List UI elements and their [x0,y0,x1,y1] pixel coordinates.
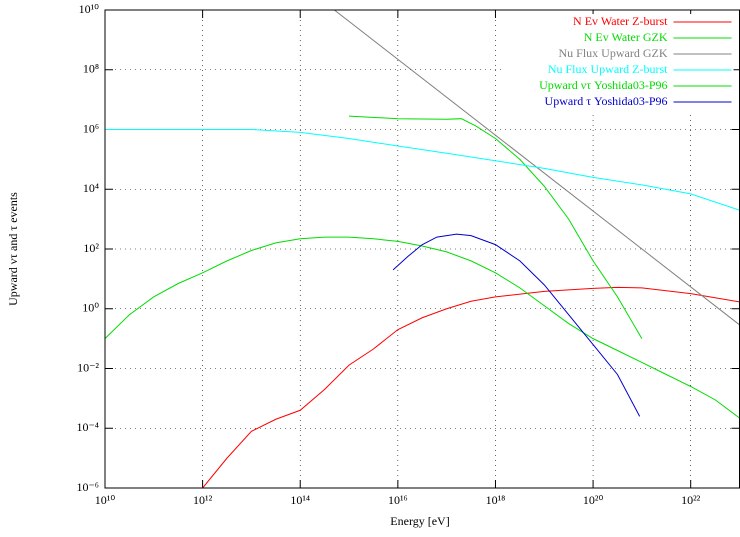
y-tick-label: 10⁻⁴ [76,420,99,434]
x-tick-label: 10²² [681,493,701,507]
x-axis-label: Energy [eV] [390,514,449,528]
legend-label: N Ev Water Z-burst [573,14,668,28]
y-axis-label: Upward ντ and τ events [6,192,20,306]
series-line [349,115,643,339]
y-tick-label: 10⁻² [77,360,99,374]
x-tick-label: 10²⁰ [583,493,604,507]
y-tick-label: 10⁻⁶ [76,480,99,494]
x-tick-label: 10¹⁶ [388,493,408,507]
series-line [392,233,641,417]
series-line [105,129,740,211]
y-tick-label: 10¹⁰ [79,2,100,16]
y-tick-label: 10⁶ [83,121,99,135]
legend-label: Nu Flux Upward Z-burst [548,62,668,76]
series-line [202,286,740,488]
x-tick-label: 10¹⁸ [486,493,506,507]
legend-label: Upward τ Yoshida03-P96 [545,94,668,108]
legend-label: N Ev Water GZK [584,30,668,44]
legend-label: Nu Flux Upward GZK [559,46,668,60]
y-tick-label: 10⁴ [83,181,99,195]
legend-label: Upward ντ Yoshida03-P96 [539,78,667,92]
y-tick-label: 10² [83,241,99,255]
y-tick-label: 10⁸ [83,62,99,76]
x-tick-label: 10¹² [193,493,213,507]
legend-background [501,14,734,114]
y-tick-label: 10⁰ [82,301,99,315]
x-tick-label: 10¹⁴ [290,493,310,507]
series-line [105,236,740,419]
x-tick-label: 10¹⁰ [95,493,116,507]
